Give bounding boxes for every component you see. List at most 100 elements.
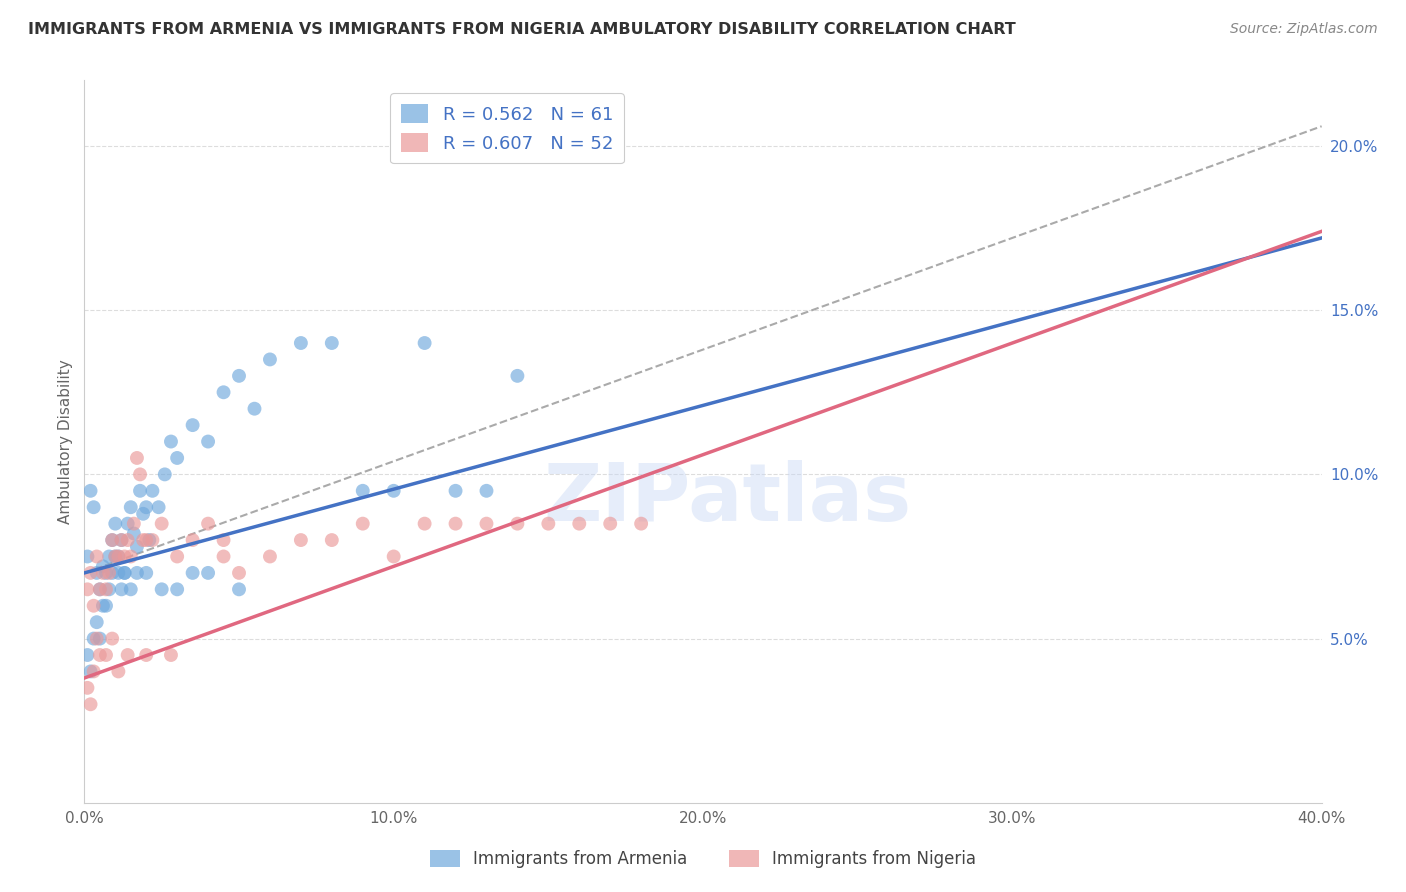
Point bbox=[76, 681, 98, 695]
Point bbox=[76, 648, 98, 662]
Point bbox=[259, 549, 281, 564]
Y-axis label: Ambulatory Disability: Ambulatory Disability bbox=[58, 359, 73, 524]
Point bbox=[94, 566, 117, 580]
Point bbox=[114, 566, 136, 580]
Point bbox=[107, 665, 129, 679]
Point bbox=[117, 533, 139, 547]
Point bbox=[259, 352, 281, 367]
Point bbox=[382, 483, 405, 498]
Point bbox=[89, 582, 111, 597]
Point bbox=[98, 549, 121, 564]
Point bbox=[506, 516, 529, 531]
Point bbox=[181, 566, 204, 580]
Point bbox=[321, 336, 343, 351]
Point bbox=[444, 483, 467, 498]
Point bbox=[120, 549, 142, 564]
Point bbox=[212, 385, 235, 400]
Point bbox=[135, 500, 157, 515]
Point bbox=[150, 582, 173, 597]
Point bbox=[114, 566, 136, 580]
Point bbox=[599, 516, 621, 531]
Point bbox=[83, 632, 105, 646]
Point bbox=[141, 483, 163, 498]
Point bbox=[197, 434, 219, 449]
Point bbox=[129, 483, 152, 498]
Point bbox=[135, 648, 157, 662]
Point bbox=[506, 368, 529, 383]
Point bbox=[568, 516, 591, 531]
Text: ZIPatlas: ZIPatlas bbox=[544, 460, 912, 539]
Point bbox=[129, 467, 152, 482]
Point bbox=[166, 450, 188, 465]
Text: IMMIGRANTS FROM ARMENIA VS IMMIGRANTS FROM NIGERIA AMBULATORY DISABILITY CORRELA: IMMIGRANTS FROM ARMENIA VS IMMIGRANTS FR… bbox=[28, 22, 1017, 37]
Point bbox=[166, 549, 188, 564]
Point bbox=[104, 516, 127, 531]
Point bbox=[86, 549, 108, 564]
Point bbox=[181, 533, 204, 547]
Point bbox=[91, 559, 114, 574]
Point bbox=[160, 648, 183, 662]
Point bbox=[104, 549, 127, 564]
Point bbox=[110, 582, 132, 597]
Point bbox=[91, 599, 114, 613]
Point bbox=[122, 516, 145, 531]
Point bbox=[352, 516, 374, 531]
Point bbox=[94, 582, 117, 597]
Point bbox=[197, 516, 219, 531]
Point bbox=[114, 549, 136, 564]
Point bbox=[228, 368, 250, 383]
Point bbox=[107, 566, 129, 580]
Point bbox=[444, 516, 467, 531]
Point bbox=[125, 566, 148, 580]
Point bbox=[83, 500, 105, 515]
Point bbox=[148, 500, 170, 515]
Point bbox=[132, 507, 155, 521]
Point bbox=[120, 500, 142, 515]
Point bbox=[290, 336, 312, 351]
Point bbox=[76, 549, 98, 564]
Text: Source: ZipAtlas.com: Source: ZipAtlas.com bbox=[1230, 22, 1378, 37]
Point bbox=[125, 450, 148, 465]
Point bbox=[79, 483, 101, 498]
Point bbox=[86, 632, 108, 646]
Point bbox=[94, 599, 117, 613]
Point bbox=[212, 549, 235, 564]
Point bbox=[321, 533, 343, 547]
Point bbox=[101, 632, 124, 646]
Point bbox=[160, 434, 183, 449]
Point bbox=[212, 533, 235, 547]
Point bbox=[135, 533, 157, 547]
Point bbox=[382, 549, 405, 564]
Point bbox=[91, 566, 114, 580]
Point bbox=[101, 533, 124, 547]
Point bbox=[110, 533, 132, 547]
Point bbox=[135, 566, 157, 580]
Point bbox=[104, 549, 127, 564]
Point bbox=[125, 540, 148, 554]
Point bbox=[630, 516, 652, 531]
Point bbox=[86, 615, 108, 630]
Point bbox=[141, 533, 163, 547]
Point bbox=[107, 549, 129, 564]
Point bbox=[537, 516, 560, 531]
Point bbox=[89, 582, 111, 597]
Point bbox=[89, 632, 111, 646]
Legend: R = 0.562   N = 61, R = 0.607   N = 52: R = 0.562 N = 61, R = 0.607 N = 52 bbox=[391, 93, 624, 163]
Point bbox=[243, 401, 266, 416]
Point bbox=[166, 582, 188, 597]
Legend: Immigrants from Armenia, Immigrants from Nigeria: Immigrants from Armenia, Immigrants from… bbox=[423, 843, 983, 875]
Point bbox=[76, 582, 98, 597]
Point bbox=[83, 599, 105, 613]
Point bbox=[83, 665, 105, 679]
Point bbox=[117, 516, 139, 531]
Point bbox=[413, 516, 436, 531]
Point bbox=[413, 336, 436, 351]
Point bbox=[290, 533, 312, 547]
Point bbox=[153, 467, 176, 482]
Point bbox=[181, 418, 204, 433]
Point bbox=[120, 582, 142, 597]
Point bbox=[132, 533, 155, 547]
Point bbox=[475, 516, 498, 531]
Point bbox=[107, 549, 129, 564]
Point bbox=[110, 533, 132, 547]
